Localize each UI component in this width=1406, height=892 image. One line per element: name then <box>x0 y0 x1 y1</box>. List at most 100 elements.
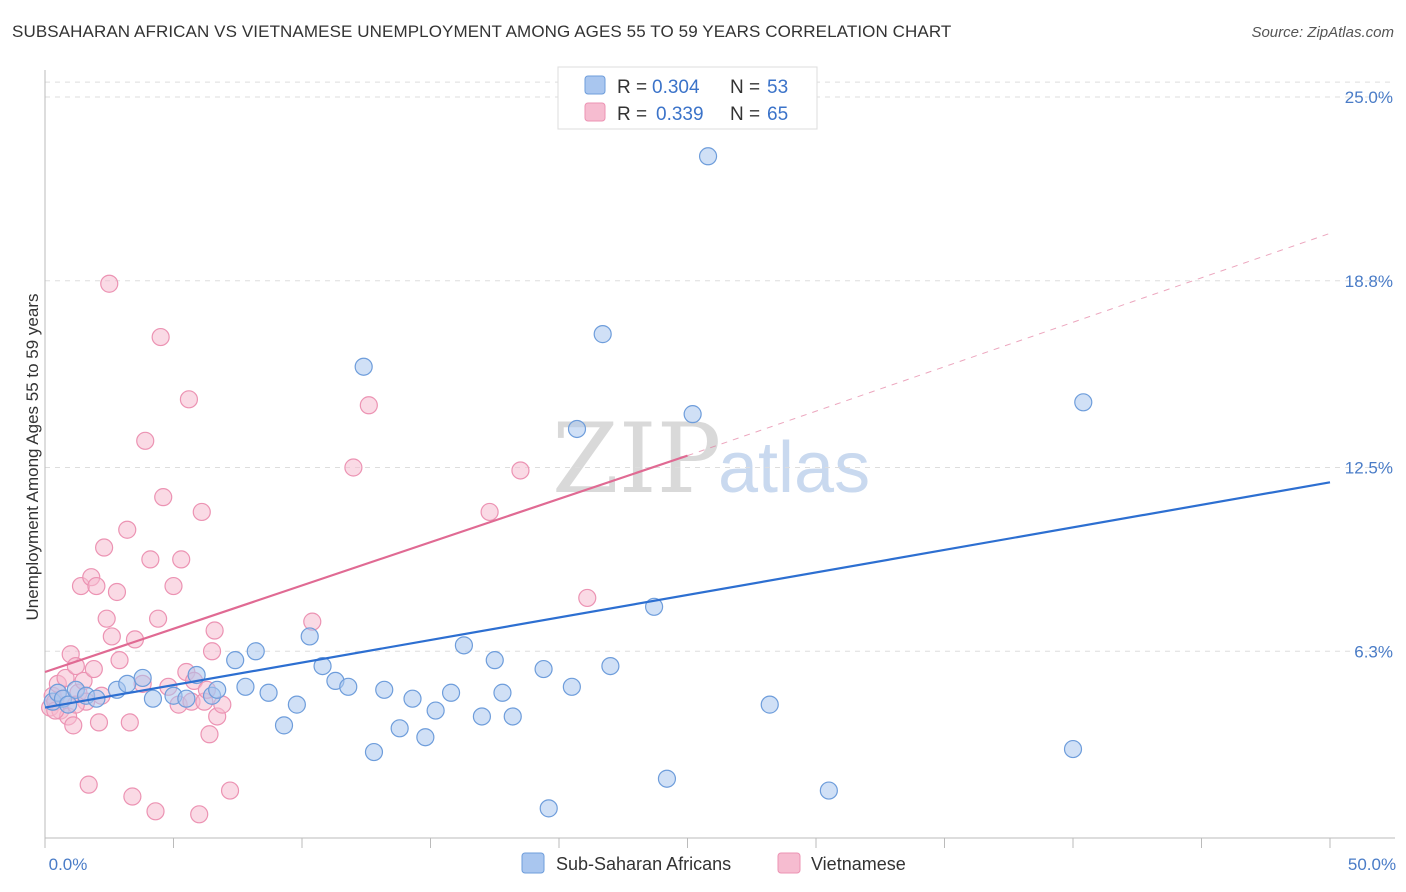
legend-n-value-1: 53 <box>767 77 788 98</box>
point-sub-saharan <box>485 651 504 670</box>
point-sub-saharan <box>567 419 587 439</box>
trend-line-vietnamese <box>44 454 688 674</box>
x-tick-label-min: 0.0% <box>49 855 88 874</box>
point-vietnamese <box>64 716 83 735</box>
point-vietnamese <box>480 502 499 522</box>
point-vietnamese <box>95 538 114 557</box>
point-vietnamese <box>136 431 155 450</box>
point-sub-saharan <box>208 680 227 699</box>
point-vietnamese <box>100 274 119 293</box>
x-tick-label-max: 50.0% <box>1348 855 1396 874</box>
point-vietnamese <box>151 327 170 347</box>
legend-swatch-blue <box>584 75 606 95</box>
point-vietnamese <box>344 458 363 477</box>
legend-r-value-2: 0.339 <box>656 104 704 125</box>
point-sub-saharan <box>177 689 196 708</box>
point-vietnamese <box>205 621 224 640</box>
trend-line-sub-saharan <box>44 481 1331 709</box>
point-sub-saharan <box>562 677 581 696</box>
y-axis-label: Unemployment Among Ages 55 to 59 years <box>23 294 42 621</box>
point-vietnamese <box>102 627 121 646</box>
point-vietnamese <box>107 582 127 602</box>
point-sub-saharan <box>390 719 409 738</box>
point-vietnamese <box>202 642 222 661</box>
point-vietnamese <box>200 725 219 744</box>
point-sub-saharan <box>441 683 461 702</box>
point-sub-saharan <box>601 656 620 676</box>
point-vietnamese <box>172 550 191 569</box>
point-sub-saharan <box>493 683 512 702</box>
legend-n-label-2: N = <box>730 104 760 125</box>
legend-r-value-1: 0.304 <box>652 77 700 98</box>
point-sub-saharan <box>683 405 702 424</box>
point-vietnamese <box>154 488 173 507</box>
point-vietnamese <box>123 787 142 806</box>
point-sub-saharan <box>698 147 718 166</box>
data-points <box>41 96 1093 824</box>
point-sub-saharan <box>375 680 394 699</box>
point-sub-saharan <box>760 695 779 714</box>
chart-source: Source: ZipAtlas.com <box>1251 24 1394 41</box>
point-vietnamese <box>89 713 109 732</box>
point-vietnamese <box>120 713 139 732</box>
legend-r-label-2: R = <box>617 104 647 125</box>
point-sub-saharan <box>313 656 332 676</box>
point-vietnamese <box>56 668 75 688</box>
point-sub-saharan <box>454 636 474 655</box>
legend-n-label-1: N = <box>730 77 760 98</box>
point-sub-saharan <box>287 695 306 714</box>
point-sub-saharan <box>426 701 445 720</box>
point-sub-saharan <box>226 651 245 670</box>
legend-n-value-2: 65 <box>767 104 788 125</box>
watermark-atlas: atlas <box>718 428 870 508</box>
trend-line-vietnamese-extension <box>687 232 1331 457</box>
point-vietnamese <box>578 588 597 608</box>
point-vietnamese <box>359 396 378 415</box>
point-vietnamese <box>146 802 165 821</box>
point-vietnamese <box>97 609 116 628</box>
point-vietnamese <box>220 781 240 800</box>
point-sub-saharan <box>416 728 435 747</box>
point-vietnamese <box>87 576 106 596</box>
point-sub-saharan <box>274 716 294 735</box>
point-sub-saharan <box>143 689 163 708</box>
point-sub-saharan <box>236 677 255 696</box>
point-vietnamese <box>79 775 98 794</box>
point-vietnamese <box>148 609 168 628</box>
point-vietnamese <box>190 805 209 824</box>
point-vietnamese <box>179 390 199 409</box>
point-sub-saharan <box>133 668 152 688</box>
point-sub-saharan <box>593 325 612 344</box>
y-tick-label: 12.5% <box>1345 459 1393 478</box>
trend-lines <box>44 232 1331 709</box>
y-tick-labels: 6.3% 12.5% 18.8% 25.0% <box>1345 88 1393 661</box>
series-swatch-vietnamese <box>777 852 801 874</box>
point-vietnamese <box>141 550 160 569</box>
point-vietnamese <box>192 502 211 522</box>
point-sub-saharan <box>364 742 384 762</box>
stats-legend: R = 0.304 N = 53 R = 0.339 N = 65 <box>557 66 818 130</box>
point-sub-saharan <box>259 683 278 702</box>
point-sub-saharan <box>1063 739 1083 759</box>
series-label-sub-saharan: Sub-Saharan Africans <box>556 854 731 874</box>
point-sub-saharan <box>246 642 265 661</box>
series-label-vietnamese: Vietnamese <box>811 854 906 874</box>
y-tick-label: 6.3% <box>1354 642 1393 661</box>
y-tick-label: 25.0% <box>1345 88 1393 107</box>
series-legend: Sub-Saharan Africans Vietnamese <box>521 852 906 874</box>
legend-swatch-pink <box>584 102 606 122</box>
point-vietnamese <box>164 576 183 596</box>
point-sub-saharan <box>1074 393 1093 412</box>
point-vietnamese <box>84 659 103 679</box>
point-sub-saharan <box>534 659 553 679</box>
point-sub-saharan <box>539 799 558 818</box>
point-sub-saharan <box>403 689 422 708</box>
legend-r-label-1: R = <box>617 77 647 98</box>
point-sub-saharan <box>503 707 522 726</box>
point-sub-saharan <box>339 677 358 696</box>
point-vietnamese <box>303 612 322 631</box>
point-sub-saharan <box>472 707 491 726</box>
point-vietnamese <box>66 656 85 676</box>
grid-lines <box>45 81 1395 652</box>
